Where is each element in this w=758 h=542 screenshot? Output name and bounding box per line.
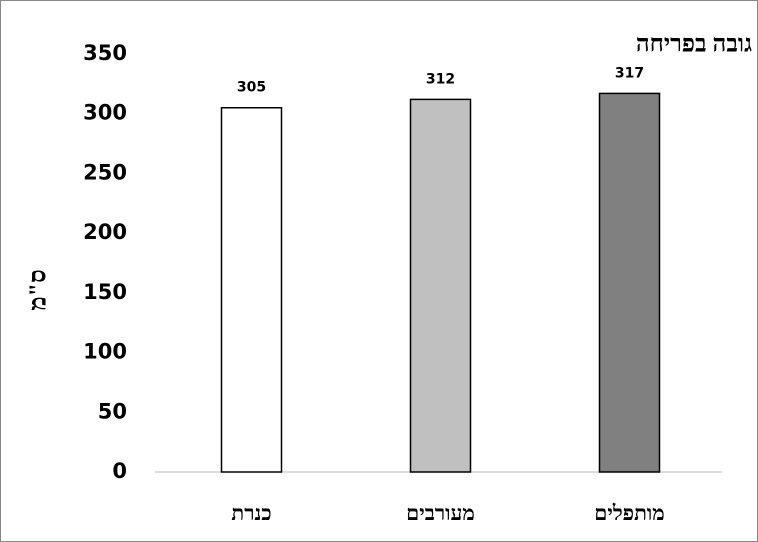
value-label: 305 bbox=[237, 80, 266, 96]
y-tick-label: 350 bbox=[83, 41, 127, 65]
value-label: 317 bbox=[615, 65, 644, 81]
bar bbox=[220, 106, 283, 473]
bar bbox=[409, 98, 472, 473]
x-tick-label: מעורבים bbox=[406, 501, 475, 525]
y-tick-label: 200 bbox=[83, 220, 127, 244]
y-tick-label: 300 bbox=[83, 101, 127, 125]
y-axis-label: ס"מ bbox=[26, 269, 52, 310]
y-tick-label: 150 bbox=[83, 280, 127, 304]
y-tick-label: 100 bbox=[83, 340, 127, 364]
y-tick-label: 250 bbox=[83, 160, 127, 184]
bar bbox=[598, 92, 661, 473]
x-tick-label: כנרת bbox=[231, 501, 271, 525]
chart-title: גובה בפריחה bbox=[636, 32, 752, 58]
y-tick-label: 0 bbox=[112, 459, 127, 483]
value-label: 312 bbox=[426, 71, 455, 87]
x-tick-label: מותפלים bbox=[594, 501, 665, 525]
y-tick-label: 50 bbox=[98, 399, 127, 423]
